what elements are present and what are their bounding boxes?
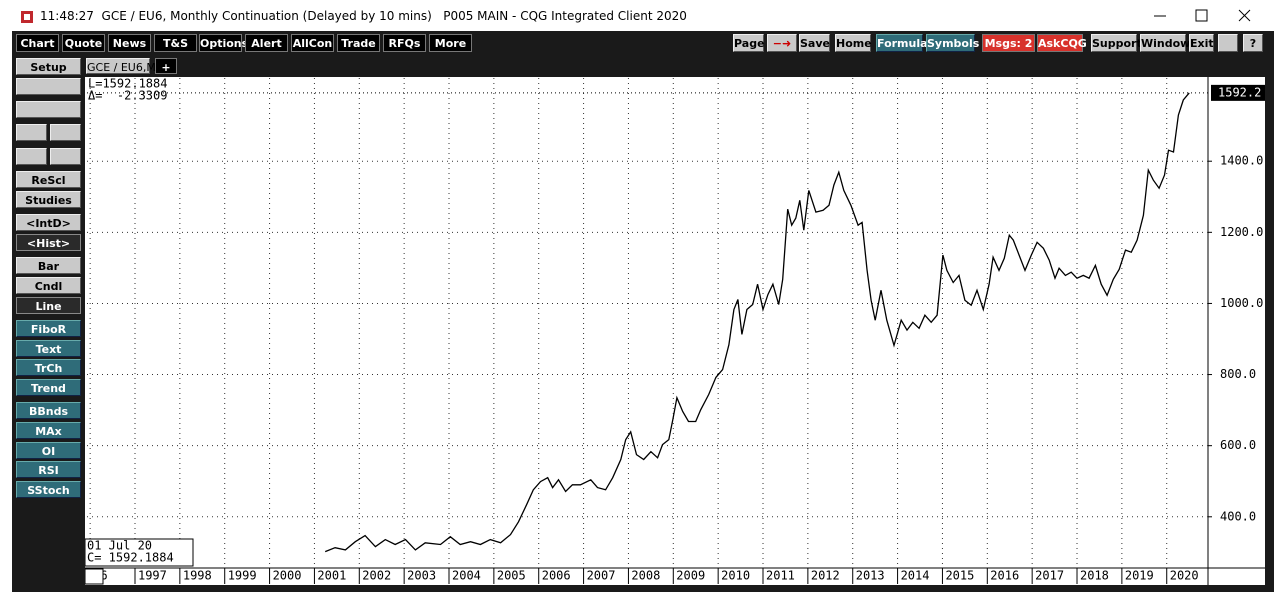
sidebar-button[interactable]: <Hist> <box>16 234 81 251</box>
x-tick-label: 2007 <box>587 569 616 583</box>
x-tick-label: 1997 <box>138 569 167 583</box>
icon-button[interactable] <box>16 148 47 165</box>
toolbar-button[interactable]: Save <box>799 34 830 52</box>
sidebar-button[interactable]: TrCh <box>16 359 81 376</box>
chart-tab[interactable]: GCE / EU6,M <box>86 58 156 74</box>
icon-button[interactable] <box>50 148 81 165</box>
sidebar-button[interactable]: FiboR <box>16 320 81 337</box>
price-tag-box <box>1211 84 1265 101</box>
x-tick-label: 2008 <box>631 569 660 583</box>
x-tick-label: 2014 <box>901 569 930 583</box>
x-tick-label: 2010 <box>721 569 750 583</box>
toolbar-button[interactable]: Exit <box>1189 34 1214 52</box>
x-tick-label: 2017 <box>1035 569 1064 583</box>
toolbar-button[interactable]: T&S <box>154 34 197 52</box>
cursor-last: L=1592.1884 <box>88 77 167 91</box>
x-tick-label: 1998 <box>183 569 212 583</box>
sidebar-button[interactable]: <IntD> <box>16 214 81 231</box>
icon-button[interactable] <box>50 124 81 141</box>
cursor-delta: Δ= -2.3309 <box>88 89 167 103</box>
toolbar-button[interactable]: Page <box>733 34 765 52</box>
x-tick-label: 2000 <box>273 569 302 583</box>
x-tick-label: 2003 <box>407 569 436 583</box>
toolbar-button[interactable]: More <box>429 34 472 52</box>
toolbar-button[interactable]: Support <box>1091 34 1142 52</box>
toolbar-button[interactable]: AllCon <box>291 34 334 52</box>
x-axis-corner <box>85 568 104 585</box>
toolbar-button[interactable]: Alert <box>245 34 288 52</box>
price-tag: 1592.2 <box>1218 85 1261 99</box>
x-tick-label: 2016 <box>990 569 1019 583</box>
x-tick-label: 2004 <box>452 569 481 583</box>
toolbar-button[interactable]: Chart <box>16 34 59 52</box>
toolbar-button[interactable]: ? <box>1243 34 1263 52</box>
add-tab-button[interactable]: + <box>155 58 177 74</box>
sidebar-button[interactable]: SStoch <box>16 481 81 498</box>
sidebar-button[interactable]: Setup <box>16 58 81 75</box>
price-line <box>324 92 1190 553</box>
toolbar-button[interactable]: Options <box>199 34 248 52</box>
sidebar-button[interactable]: OI <box>16 442 81 459</box>
y-tick-label: 1400.0 <box>1220 154 1263 168</box>
window-title: 11:48:27 GCE / EU6, Monthly Continuation… <box>40 9 687 23</box>
x-tick-label: 2011 <box>766 569 795 583</box>
toolbar-button[interactable]: Msgs: 2 <box>982 34 1035 52</box>
x-tick-label: 2001 <box>317 569 346 583</box>
x-tick-label: 2019 <box>1125 569 1154 583</box>
cursor-box <box>85 538 194 567</box>
toolbar-button[interactable]: Trade <box>337 34 380 52</box>
sidebar-button[interactable]: ReScl <box>16 171 81 188</box>
cursor-date: 01 Jul 20 <box>87 539 152 553</box>
restore-button[interactable] <box>1218 34 1238 52</box>
sidebar-button[interactable]: Line <box>16 297 81 314</box>
toolbar-button[interactable]: Formula <box>876 34 928 52</box>
x-tick-label: 2005 <box>497 569 526 583</box>
toolbar-button[interactable]: Home <box>835 34 872 52</box>
zoom-button[interactable]: −➜ <box>767 34 797 52</box>
y-tick-label: 1200.0 <box>1220 225 1263 239</box>
sidebar-button[interactable]: Bar <box>16 257 81 274</box>
x-tick-label: 2020 <box>1170 569 1199 583</box>
y-tick-label: 1000.0 <box>1220 296 1263 310</box>
y-tick-label: 400.0 <box>1220 509 1256 523</box>
x-tick-label: 2006 <box>542 569 571 583</box>
sidebar-button[interactable]: MAx <box>16 422 81 439</box>
sidebar-button[interactable]: Text <box>16 340 81 357</box>
icon-button[interactable] <box>16 124 47 141</box>
sidebar-button[interactable]: RSI <box>16 461 81 478</box>
sidebar-button[interactable]: Trend <box>16 379 81 396</box>
toolbar-button[interactable]: RFQs <box>383 34 426 52</box>
app-icon <box>21 11 33 23</box>
sidebar-button[interactable]: Cndl <box>16 277 81 294</box>
x-tick-label: 2013 <box>856 569 885 583</box>
icon-button[interactable] <box>16 78 81 95</box>
sidebar-button[interactable]: BBnds <box>16 402 81 419</box>
toolbar-button[interactable]: Symbols <box>926 34 979 52</box>
sidebar-button[interactable]: Studies <box>16 191 81 208</box>
x-tick-label: 2015 <box>945 569 974 583</box>
toolbar-button[interactable]: Window <box>1140 34 1190 52</box>
y-tick-label: 600.0 <box>1220 438 1256 452</box>
cursor-close: C= 1592.1884 <box>87 551 174 565</box>
icon-button[interactable] <box>16 101 81 118</box>
y-tick-label: 800.0 <box>1220 367 1256 381</box>
window-controls[interactable] <box>1140 4 1280 28</box>
toolbar-button[interactable]: News <box>108 34 151 52</box>
chart[interactable]: L=1592.1884 Δ= -2.3309 400.0 600.0 800.0 10… <box>85 77 1265 585</box>
x-tick-label: 2018 <box>1080 569 1109 583</box>
x-tick-label: 1999 <box>228 569 257 583</box>
toolbar-button[interactable]: AskCQG <box>1037 34 1087 52</box>
toolbar-button[interactable]: Quote <box>62 34 105 52</box>
x-tick-label: 2009 <box>676 569 705 583</box>
x-tick-label: 2002 <box>362 569 391 583</box>
x-tick-label: 2012 <box>811 569 840 583</box>
